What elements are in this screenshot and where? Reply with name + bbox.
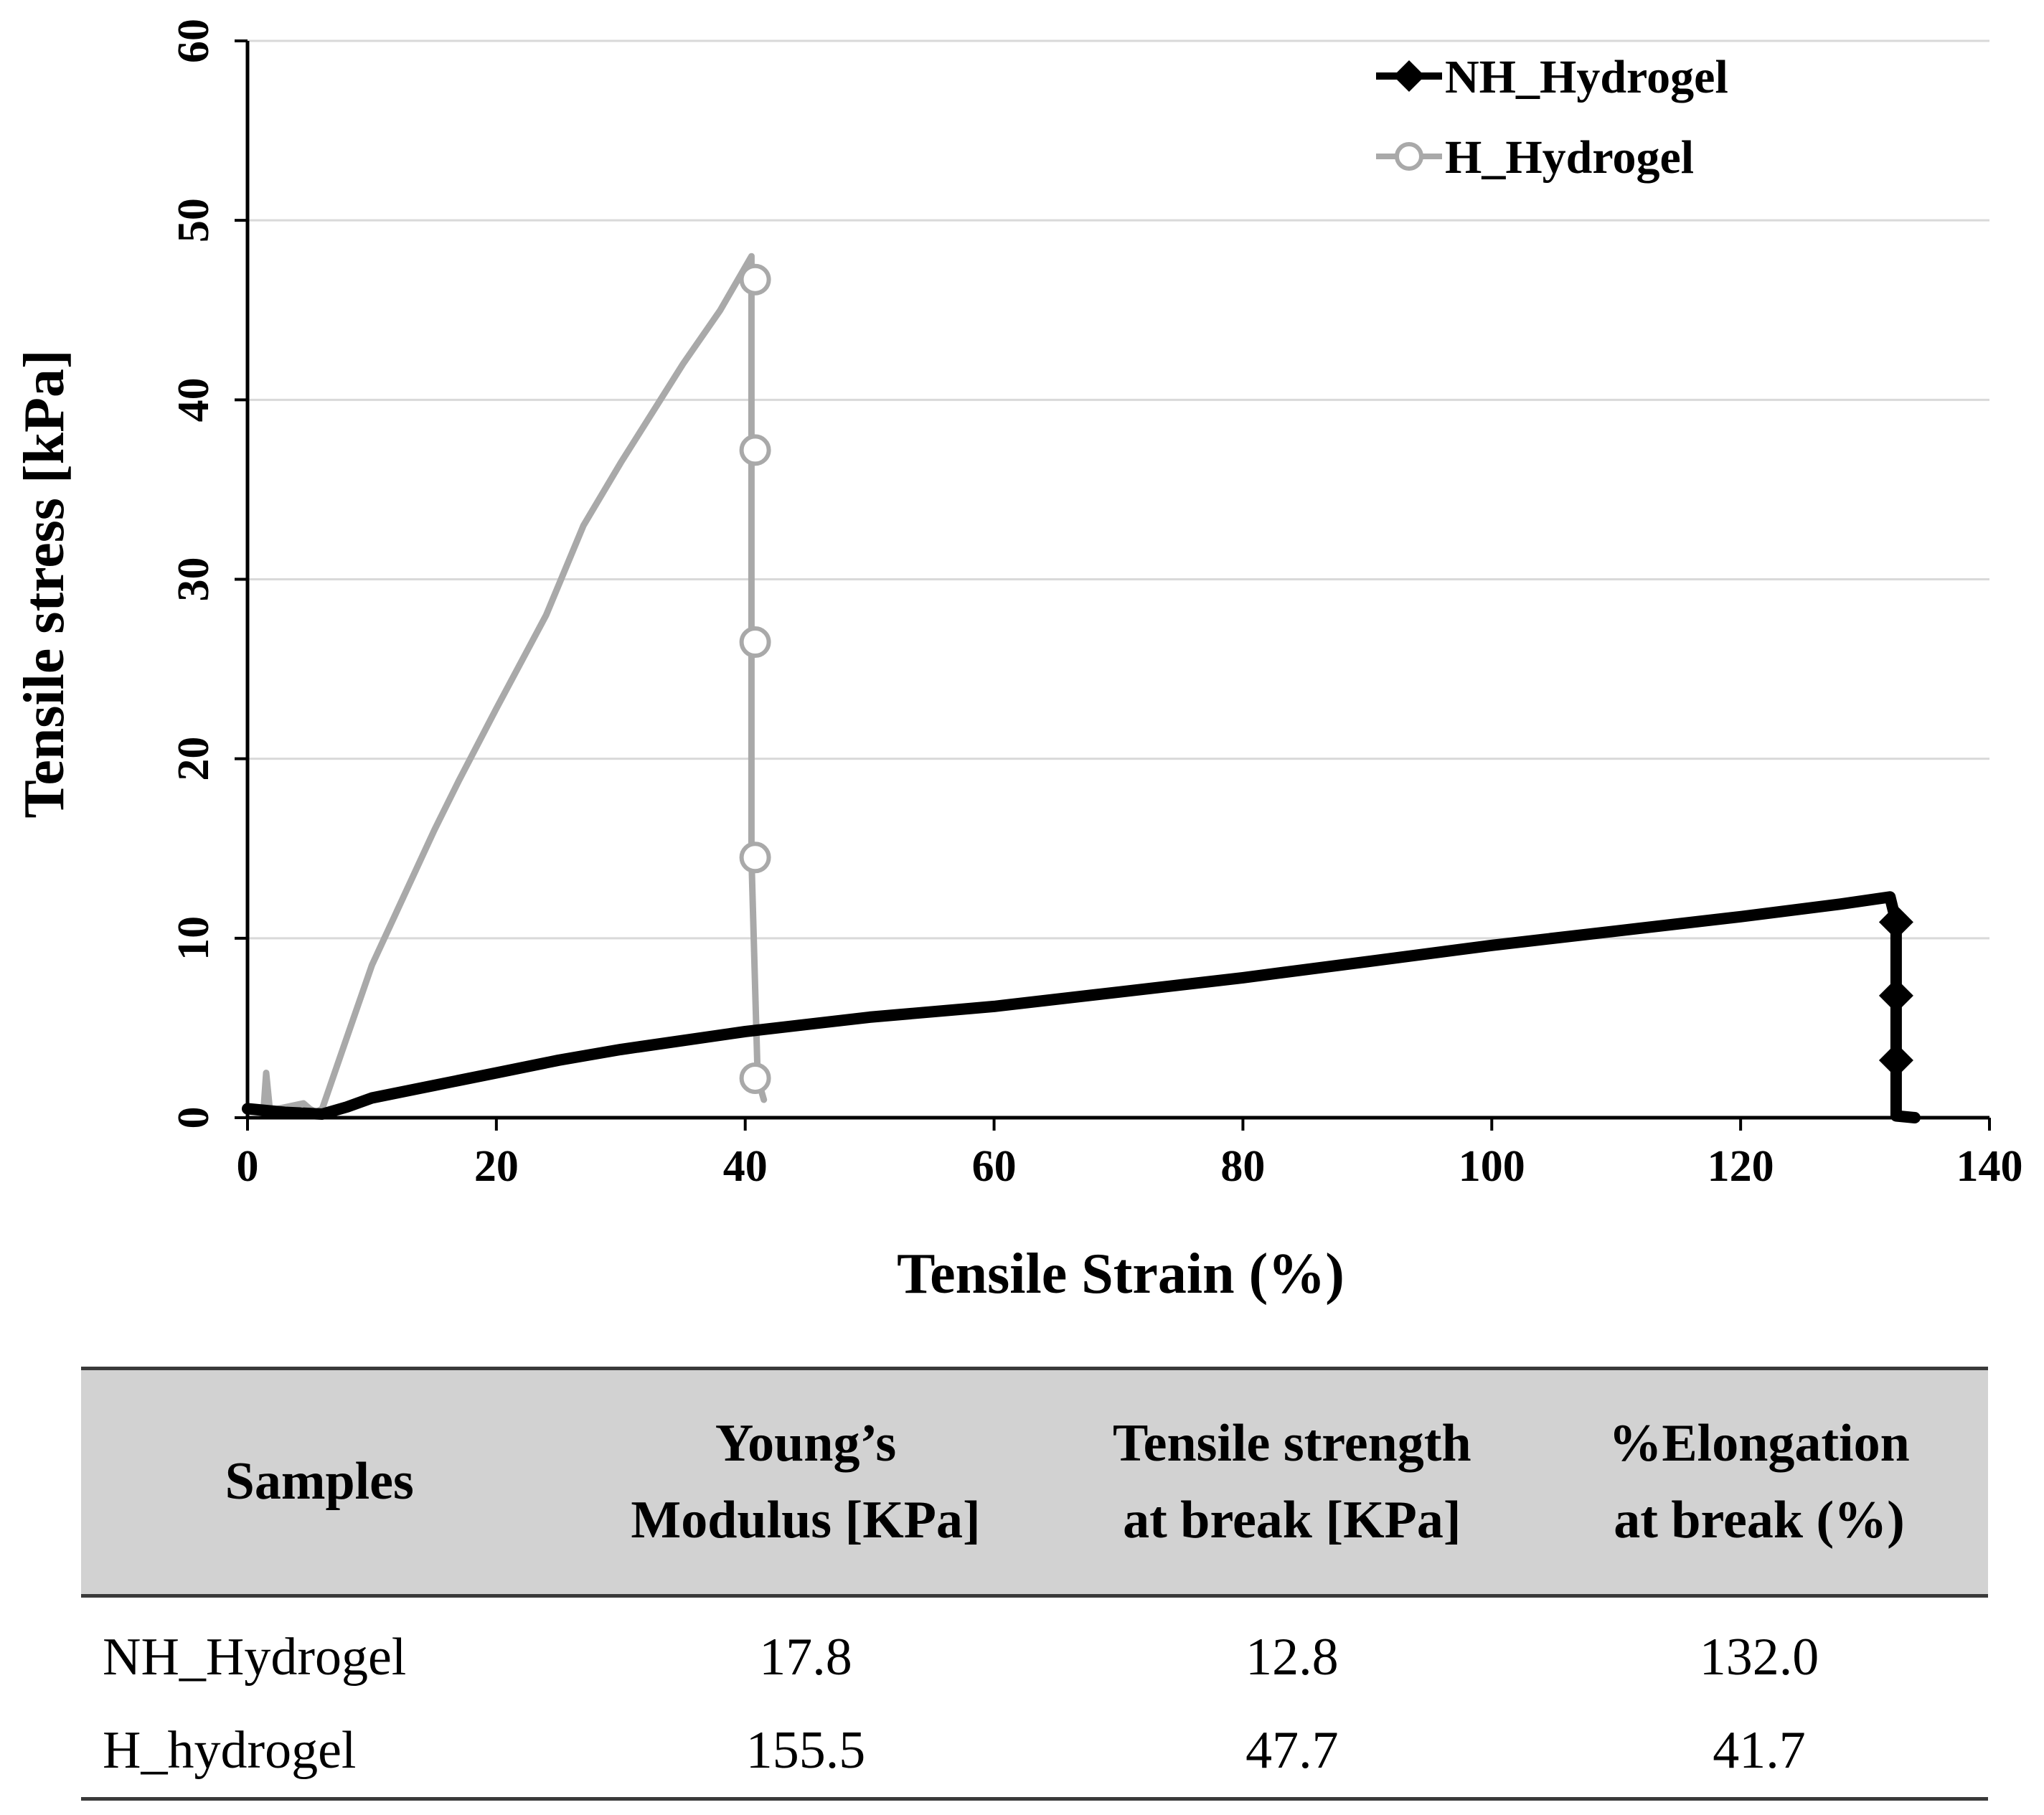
x-tick-label: 0 — [237, 1142, 259, 1191]
y-tick-label: 60 — [169, 19, 218, 63]
series-line — [244, 253, 768, 1116]
table-cell: 12.8 — [1245, 1627, 1339, 1687]
series-nh-hydrogel — [242, 891, 1921, 1123]
x-axis-title: Tensile Strain (%) — [897, 1243, 1344, 1306]
series-line — [242, 891, 1921, 1123]
tensile-chart: 0 20 40 60 80 100 120 140 0 10 20 30 40 50 60 Tensile … — [13, 19, 2023, 1306]
header-elongation: %Elongation at break (%) — [1530, 1368, 1988, 1596]
header-text: Modulus [KPa] — [631, 1491, 981, 1550]
circle-marker — [739, 263, 771, 296]
properties-table: Samples Young’s Modulus [KPa] Tensile st… — [81, 1367, 1988, 1801]
table-cell: 41.7 — [1713, 1720, 1806, 1780]
table-row: H_hydrogel 155.5 47.7 41.7 — [81, 1704, 1988, 1799]
table-cell: H_hydrogel — [103, 1720, 357, 1780]
table-header-row: Samples Young’s Modulus [KPa] Tensile st… — [81, 1368, 1988, 1596]
y-axis-title: Tensile stress [kPa] — [13, 349, 76, 818]
legend-label: NH_Hydrogel — [1445, 51, 1728, 103]
diamond-marker — [1878, 978, 1913, 1013]
header-text: Tensile strength — [1113, 1413, 1471, 1473]
x-tick-label: 60 — [972, 1142, 1017, 1191]
x-tick-label: 80 — [1220, 1142, 1265, 1191]
circle-marker — [739, 434, 771, 466]
header-text: %Elongation — [1609, 1413, 1910, 1473]
y-tick-label: 50 — [169, 198, 218, 242]
series-h-hydrogel — [244, 253, 771, 1116]
y-tick-label: 40 — [169, 377, 218, 422]
circle-marker — [1395, 142, 1423, 171]
header-text: at break [KPa] — [1123, 1491, 1461, 1550]
table-cell: 155.5 — [745, 1720, 866, 1780]
legend-item: NH_Hydrogel — [1376, 51, 1728, 103]
header-text: Samples — [225, 1452, 414, 1512]
legend-item: H_Hydrogel — [1376, 131, 1694, 184]
x-tick-label: 40 — [723, 1142, 768, 1191]
y-tick-label: 20 — [169, 737, 218, 781]
legend-label: H_Hydrogel — [1445, 131, 1694, 184]
header-text: Young’s — [715, 1413, 897, 1473]
circle-marker — [739, 1062, 771, 1094]
circle-marker — [739, 842, 771, 874]
table-row: NH_Hydrogel 17.8 12.8 132.0 — [81, 1596, 1988, 1705]
table-cell: 132.0 — [1699, 1627, 1819, 1687]
x-tick-label: 120 — [1708, 1142, 1774, 1191]
header-text: at break (%) — [1614, 1491, 1905, 1550]
table-cell: 47.7 — [1245, 1720, 1339, 1780]
y-tick-label: 30 — [169, 557, 218, 602]
table-cell: 17.8 — [759, 1627, 852, 1687]
x-tick-label: 20 — [474, 1142, 519, 1191]
y-tick-label: 10 — [169, 916, 218, 961]
x-tick-label: 100 — [1459, 1142, 1525, 1191]
y-tick-label: 0 — [169, 1107, 218, 1129]
x-tick-label: 140 — [1956, 1142, 2023, 1191]
table-cell: NH_Hydrogel — [103, 1627, 407, 1687]
diamond-marker — [1393, 60, 1425, 92]
legend: NH_Hydrogel H_Hydrogel — [1376, 51, 1728, 184]
diamond-marker — [1878, 905, 1913, 940]
diamond-marker — [1878, 1042, 1913, 1078]
header-youngs-modulus: Young’s Modulus [KPa] — [557, 1368, 1054, 1596]
tick-labels: 0 20 40 60 80 100 120 140 0 10 20 30 40 50 60 — [169, 19, 2023, 1191]
circle-marker — [739, 626, 771, 659]
header-samples: Samples — [81, 1368, 558, 1596]
header-tensile-strength: Tensile strength at break [KPa] — [1053, 1368, 1531, 1596]
grid-lines — [248, 39, 1989, 940]
